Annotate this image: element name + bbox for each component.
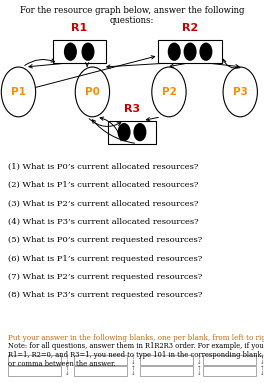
- Text: (6) What is P1’s current requested resources?: (6) What is P1’s current requested resou…: [8, 255, 202, 263]
- Text: (8) What is P3’s current requested resources?: (8) What is P3’s current requested resou…: [8, 291, 202, 300]
- Circle shape: [200, 43, 212, 60]
- Circle shape: [82, 43, 94, 60]
- Text: P1: P1: [11, 87, 26, 97]
- Text: ↑: ↑: [65, 355, 69, 360]
- Text: R3: R3: [124, 104, 140, 114]
- Text: ↓: ↓: [131, 360, 135, 365]
- Text: R2: R2: [182, 23, 198, 33]
- Text: P0: P0: [85, 87, 100, 97]
- Text: ↑: ↑: [197, 366, 201, 371]
- Text: (5) What is P0’s current requested resources?: (5) What is P0’s current requested resou…: [8, 236, 202, 244]
- Bar: [8, 355, 61, 365]
- Bar: [140, 366, 193, 376]
- Text: Note: for all questions, answer them in R1R2R3 order. For example, if your answe: Note: for all questions, answer them in …: [8, 342, 264, 368]
- Circle shape: [152, 67, 186, 117]
- Text: ↓: ↓: [197, 360, 201, 365]
- Circle shape: [223, 67, 257, 117]
- Text: (3) What is P2’s current allocated resources?: (3) What is P2’s current allocated resou…: [8, 200, 198, 208]
- Circle shape: [184, 43, 196, 60]
- Text: ↓: ↓: [197, 371, 201, 376]
- Bar: [203, 355, 256, 365]
- Circle shape: [168, 43, 180, 60]
- Text: For the resource graph below, answer the following questions:: For the resource graph below, answer the…: [20, 6, 244, 25]
- Bar: [108, 121, 156, 144]
- Text: Put your answer in the following blanks, one per blank, from left to right.: Put your answer in the following blanks,…: [8, 334, 264, 342]
- Circle shape: [134, 124, 146, 141]
- Circle shape: [65, 43, 76, 60]
- Bar: [8, 366, 61, 376]
- Bar: [203, 366, 256, 376]
- Text: P2: P2: [162, 87, 176, 97]
- Text: (4) What is P3’s current allocated resources?: (4) What is P3’s current allocated resou…: [8, 218, 199, 226]
- Text: ↑: ↑: [65, 366, 69, 371]
- Text: P3: P3: [233, 87, 248, 97]
- Text: ↓: ↓: [131, 371, 135, 376]
- Text: R1: R1: [71, 23, 87, 33]
- Text: ↑: ↑: [260, 366, 264, 371]
- Text: ↑: ↑: [131, 366, 135, 371]
- Text: ↓: ↓: [260, 360, 264, 365]
- Circle shape: [118, 124, 130, 141]
- Bar: [140, 355, 193, 365]
- Bar: [53, 40, 106, 63]
- Bar: [74, 355, 127, 365]
- Text: (7) What is P2’s current requested resources?: (7) What is P2’s current requested resou…: [8, 273, 202, 281]
- Text: (1) What is P0’s current allocated resources?: (1) What is P0’s current allocated resou…: [8, 163, 198, 171]
- Text: ↑: ↑: [131, 355, 135, 360]
- Circle shape: [1, 67, 36, 117]
- Text: ↓: ↓: [65, 360, 69, 365]
- Text: ↑: ↑: [260, 355, 264, 360]
- Text: ↓: ↓: [65, 371, 69, 376]
- Bar: [158, 40, 222, 63]
- Text: ↑: ↑: [197, 355, 201, 360]
- Circle shape: [75, 67, 110, 117]
- Text: ↓: ↓: [260, 371, 264, 376]
- Text: (2) What is P1’s current allocated resources?: (2) What is P1’s current allocated resou…: [8, 181, 198, 189]
- Bar: [74, 366, 127, 376]
